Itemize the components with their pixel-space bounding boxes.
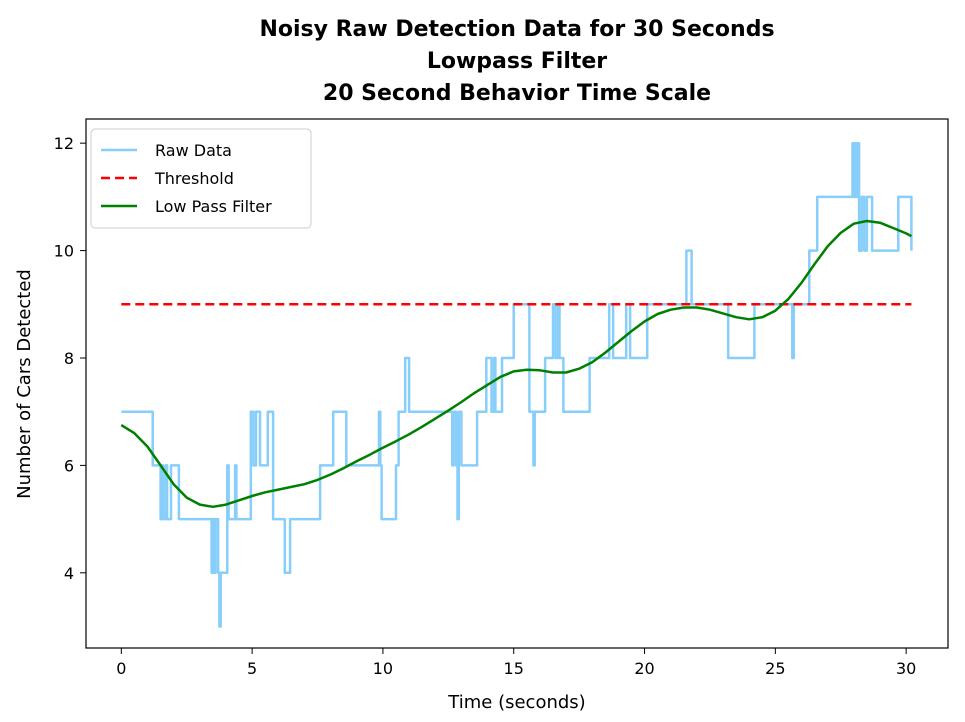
y-axis-label: Number of Cars Detected — [14, 269, 35, 499]
y-tick-label: 6 — [64, 456, 74, 475]
series-line-low-pass-filter — [120, 219, 912, 509]
x-axis-ticks: 0 5 10 15 20 25 30 — [116, 648, 916, 678]
y-tick-label: 4 — [64, 564, 74, 583]
x-tick-label: 15 — [504, 659, 524, 678]
chart-title-line-1: Noisy Raw Detection Data for 30 Seconds — [259, 17, 774, 42]
y-axis-ticks: 4 6 8 10 12 — [54, 134, 86, 583]
series-line-raw-data — [121, 141, 913, 628]
series-layer — [120, 141, 913, 628]
chart-title-line-2: Lowpass Filter — [427, 49, 607, 74]
x-tick-label: 30 — [896, 659, 916, 678]
x-tick-label: 20 — [634, 659, 654, 678]
x-tick-label: 25 — [765, 659, 785, 678]
chart-title-line-3: 20 Second Behavior Time Scale — [323, 81, 711, 106]
plot-frame — [85, 118, 949, 649]
legend-raw-data-label: Raw Data — [155, 141, 232, 160]
legend-threshold-label: Threshold — [154, 169, 234, 188]
legend: Raw Data Threshold Low Pass Filter — [90, 128, 312, 229]
legend-low-pass-filter-label: Low Pass Filter — [155, 197, 272, 216]
y-tick-label: 8 — [64, 349, 74, 368]
y-tick-label: 12 — [54, 134, 74, 153]
y-tick-label: 10 — [54, 242, 74, 261]
x-tick-label: 0 — [116, 659, 126, 678]
x-axis-label: Time (seconds) — [447, 692, 585, 713]
x-tick-label: 5 — [247, 659, 257, 678]
x-tick-label: 10 — [373, 659, 393, 678]
legend-box — [90, 128, 312, 229]
